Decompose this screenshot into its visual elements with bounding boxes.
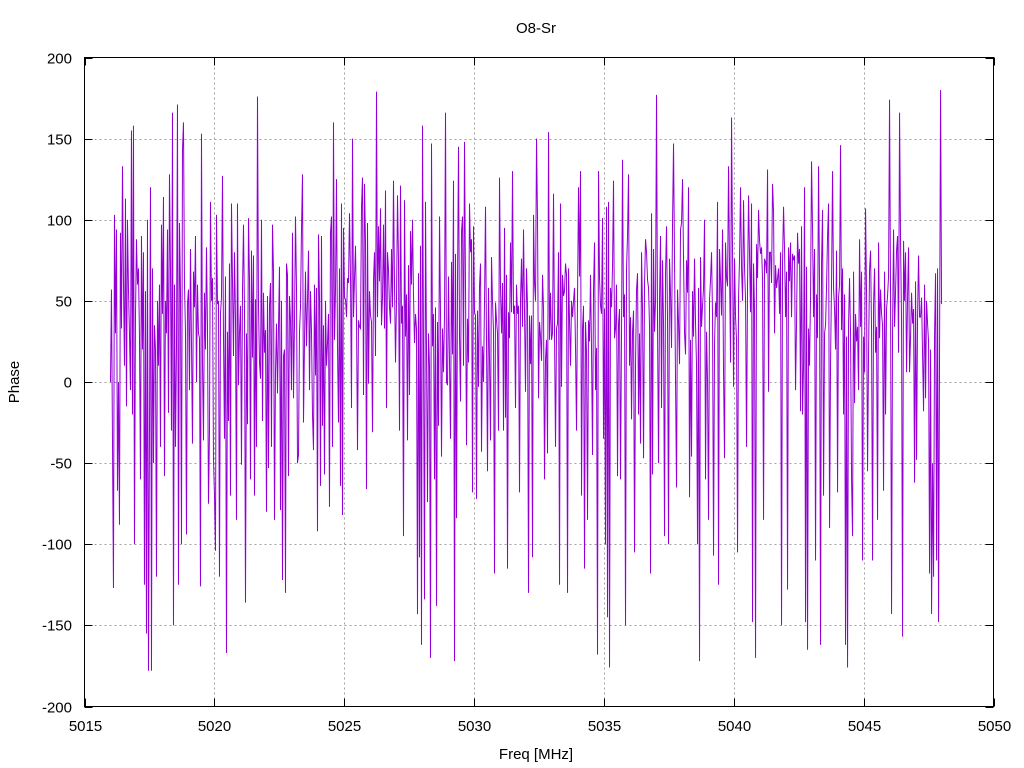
y-tick-label: -150 (42, 618, 72, 635)
y-tick-label: -200 (42, 700, 72, 717)
y-tick-label: 200 (47, 51, 72, 68)
tick-layer (84, 57, 995, 708)
x-axis-label: Freq [MHz] (499, 746, 573, 763)
y-tick-label: 50 (55, 294, 72, 311)
x-tick-label: 5035 (588, 718, 621, 735)
x-tick-label: 5045 (848, 718, 881, 735)
series-layer (109, 89, 943, 671)
phase-series-line (109, 89, 943, 671)
x-tick-label: 5030 (458, 718, 491, 735)
x-tick-label: 5040 (718, 718, 751, 735)
y-tick-label: -100 (42, 537, 72, 554)
y-tick-label: 0 (64, 375, 72, 392)
y-tick-label: 100 (47, 213, 72, 230)
x-tick-label: 5015 (69, 718, 102, 735)
chart-title: O8-Sr (516, 20, 556, 37)
x-tick-label: 5025 (328, 718, 361, 735)
x-tick-label: 5020 (198, 718, 231, 735)
y-tick-label: 150 (47, 132, 72, 149)
x-tick-labels: 5015 5020 5025 5030 5035 5040 5045 5050 (69, 718, 1011, 735)
y-tick-label: -50 (50, 456, 72, 473)
y-tick-labels: 200 150 100 50 0 -50 -100 -150 -200 (42, 51, 72, 717)
y-axis-label: Phase (6, 361, 23, 404)
x-tick-label: 5050 (978, 718, 1011, 735)
